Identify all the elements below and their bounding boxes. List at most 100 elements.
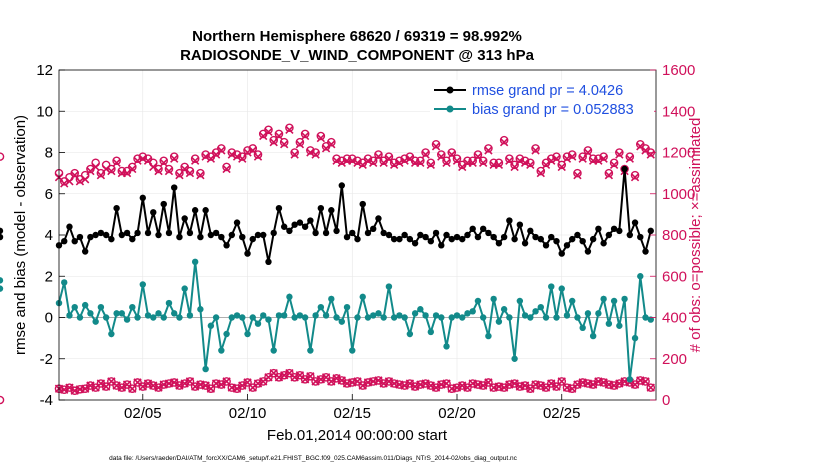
obs-assimilated-point — [384, 377, 394, 386]
obs-possible-point — [279, 137, 289, 147]
bias-series-point — [212, 314, 220, 321]
obs-possible-point — [274, 129, 284, 139]
obs-possible-point — [546, 154, 556, 163]
chart-subtitle: RADIOSONDE_V_WIND_COMPONENT @ 313 hPa — [180, 47, 535, 64]
obs-assimilated-point — [96, 379, 106, 388]
bias-series-point — [621, 295, 628, 303]
bias-series-point — [459, 314, 466, 321]
rmse-series-point — [631, 219, 639, 226]
rmse-series-point — [401, 231, 408, 239]
bias-series-point — [485, 332, 492, 340]
obs-assimilated-point — [154, 383, 163, 392]
obs-possible-point — [562, 152, 572, 161]
rmse-series-point — [296, 219, 304, 226]
obs-assimilated-point — [75, 177, 85, 186]
obs-assimilated-point — [311, 150, 320, 159]
rmse-series-point — [244, 250, 251, 257]
obs-possible-point — [217, 144, 226, 153]
bias-series-point — [584, 310, 592, 317]
obs-possible-point — [269, 368, 279, 378]
rmse-series-point — [66, 223, 73, 230]
rmse-series-point — [537, 235, 544, 243]
rmse-series-point — [212, 229, 220, 237]
obs-assimilated-point — [494, 160, 504, 170]
obs-assimilated-point — [531, 146, 540, 155]
obs-assimilated-point — [337, 376, 346, 385]
obs-possible-point — [452, 154, 462, 163]
rmse-series-point — [621, 165, 628, 173]
bias-series-point — [453, 312, 461, 319]
rmse-series-point — [307, 217, 314, 224]
rmse-series-point — [464, 231, 471, 239]
rmse-series-point — [637, 233, 644, 241]
bias-series-point — [333, 314, 340, 321]
bias-series-point — [411, 310, 419, 317]
obs-possible-point — [59, 177, 69, 186]
y-tick-label: -2 — [40, 351, 53, 368]
y-right-tick-label: 1200 — [662, 145, 695, 162]
bias-series-point — [422, 312, 429, 319]
rmse-series-point — [354, 235, 361, 243]
rmse-series-point — [396, 235, 403, 243]
obs-assimilated-point — [615, 150, 624, 159]
bias-series-point — [532, 308, 539, 315]
rmse-series-point — [0, 227, 4, 235]
y-right-tick-label: 400 — [662, 310, 687, 327]
y-tick-label: 2 — [45, 268, 53, 285]
bias-series-point — [254, 320, 262, 327]
rmse-series-point — [291, 221, 298, 228]
bias-series-point — [469, 308, 476, 315]
rmse-series-point — [239, 233, 246, 241]
obs-assimilated-point — [128, 164, 137, 174]
rmse-series-point — [610, 225, 618, 233]
rmse-series-point — [616, 227, 623, 235]
bias-series-point — [312, 312, 319, 319]
obs-possible-point — [306, 146, 315, 155]
obs-possible-point — [641, 377, 650, 386]
bias-series-point — [595, 310, 602, 317]
bias-series-point — [479, 314, 487, 321]
bias-series-point — [223, 330, 230, 338]
bias-series-point — [108, 330, 115, 338]
obs-assimilated-point — [264, 127, 273, 137]
obs-possible-point — [133, 154, 142, 163]
obs-possible-point — [0, 395, 5, 405]
obs-possible-point — [583, 146, 593, 155]
rmse-series-point — [563, 242, 571, 249]
obs-assimilated-point — [253, 379, 263, 388]
rmse-series-point — [123, 229, 131, 237]
rmse-series-point — [443, 231, 450, 239]
obs-possible-point — [505, 154, 514, 163]
rmse-series-point — [390, 235, 398, 243]
rmse-series-point — [61, 237, 68, 245]
bias-series-point — [71, 303, 78, 311]
obs-possible-point — [222, 377, 231, 386]
obs-possible-point — [374, 150, 383, 159]
bias-series-point — [500, 306, 508, 313]
rmse-series-point — [647, 227, 654, 235]
bias-series-point — [490, 295, 497, 303]
obs-possible-point — [107, 377, 116, 386]
bias-series-point — [406, 330, 414, 338]
obs-assimilated-point — [274, 373, 284, 382]
y-tick-label: 4 — [45, 227, 53, 244]
bias-series-point — [380, 314, 387, 321]
legend-bias-marker — [446, 105, 454, 113]
bias-series-point — [328, 295, 335, 303]
obs-possible-point — [237, 152, 247, 161]
bias-series-point — [202, 365, 209, 373]
bias-series-point — [375, 310, 382, 317]
y-right-tick-label: 1600 — [662, 62, 695, 79]
obs-possible-point — [578, 152, 587, 161]
obs-possible-point — [332, 154, 341, 163]
obs-possible-point — [400, 154, 409, 163]
bias-series-point — [474, 297, 482, 305]
obs-possible-point — [557, 160, 567, 170]
obs-assimilated-point — [520, 381, 530, 390]
rmse-series-point — [349, 229, 356, 237]
obs-possible-point — [201, 150, 210, 159]
obs-possible-point — [143, 154, 153, 163]
bias-series-point — [275, 312, 283, 319]
bias-series-point — [589, 332, 597, 340]
rmse-series-point — [197, 233, 204, 241]
